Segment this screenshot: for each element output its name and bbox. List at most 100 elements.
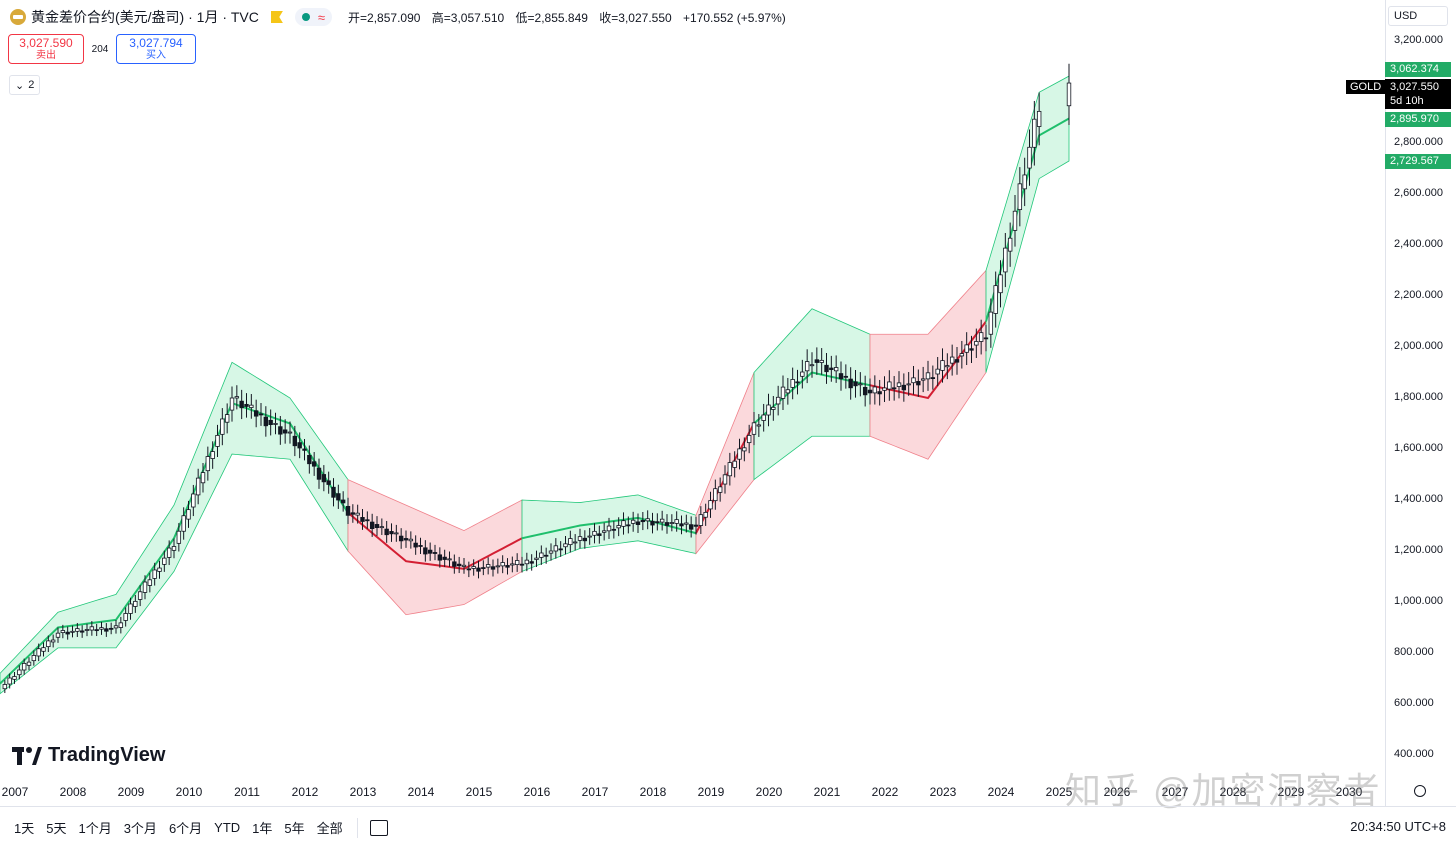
candle <box>742 437 747 462</box>
candle <box>529 554 534 571</box>
sell-button[interactable]: 3,027.590 卖出 <box>8 34 84 64</box>
band-area <box>0 361 349 695</box>
candle <box>833 355 839 383</box>
candle <box>316 458 322 489</box>
candle <box>244 393 249 418</box>
change-value: +170.552 (+5.97%) <box>683 10 786 25</box>
year-tick: 2030 <box>1335 785 1363 799</box>
candle <box>278 416 283 445</box>
buy-button[interactable]: 3,027.794 买入 <box>116 34 196 64</box>
range-6m[interactable]: 6个月 <box>168 821 203 836</box>
candle <box>384 520 389 543</box>
candle <box>94 623 99 637</box>
candle <box>800 359 805 389</box>
candle <box>882 376 887 403</box>
market-status[interactable]: ≈ <box>294 8 333 26</box>
year-tick: 2019 <box>697 785 725 799</box>
range-3m[interactable]: 3个月 <box>123 821 157 836</box>
range-1y[interactable]: 1年 <box>252 821 273 836</box>
price-tick: 2,400.000 <box>1394 238 1443 250</box>
price-tick: 1,400.000 <box>1394 493 1443 505</box>
candle <box>824 353 829 384</box>
range-5y[interactable]: 5年 <box>284 821 305 836</box>
price-tick: 800.000 <box>1394 646 1434 658</box>
flag-icon[interactable] <box>270 11 283 23</box>
year-tick: 2017 <box>581 785 609 799</box>
candle <box>829 355 834 382</box>
candle <box>50 634 56 648</box>
candle <box>128 597 133 620</box>
candle <box>1003 232 1008 288</box>
year-tick: 2026 <box>1103 785 1131 799</box>
candle <box>500 555 505 574</box>
range-5d[interactable]: 5天 <box>46 821 67 836</box>
price-tick: 1,800.000 <box>1394 391 1443 403</box>
year-tick: 2011 <box>234 785 260 799</box>
tradingview-logo[interactable]: TradingView <box>12 744 165 767</box>
candle <box>423 540 428 562</box>
candle <box>867 378 873 405</box>
candle <box>79 625 85 638</box>
price-chart[interactable] <box>0 0 1385 778</box>
gear-icon[interactable] <box>1414 785 1426 797</box>
candle <box>84 623 90 637</box>
candle <box>46 635 51 653</box>
candle <box>31 650 37 666</box>
candle <box>563 536 568 555</box>
candle <box>442 549 447 567</box>
candle <box>940 348 945 383</box>
candle <box>592 523 597 544</box>
candle <box>65 626 70 640</box>
candle <box>906 372 911 396</box>
lower-band-label: 2,729.567 <box>1385 154 1451 169</box>
candle <box>790 367 795 400</box>
range-1d[interactable]: 1天 <box>14 821 35 836</box>
candle <box>558 541 563 557</box>
candle <box>814 347 820 375</box>
candle <box>930 365 936 390</box>
candle <box>1027 129 1032 186</box>
clock[interactable]: 20:34:50 UTC+8 <box>1350 819 1446 834</box>
candle <box>920 366 926 393</box>
range-all[interactable]: 全部 <box>316 821 343 836</box>
candle <box>717 477 723 502</box>
candle <box>466 561 472 578</box>
candle <box>524 552 530 572</box>
buy-price: 3,027.794 <box>129 35 183 50</box>
toolbar-divider <box>356 817 358 838</box>
price-axis[interactable] <box>1385 0 1456 806</box>
candle <box>118 616 124 634</box>
candle <box>993 271 998 328</box>
symbol-title[interactable]: 黄金差价合约(美元/盎司) · 1月 · TVC <box>31 9 259 25</box>
candle <box>998 260 1003 308</box>
market-open-icon <box>301 13 310 21</box>
indicator-toggle[interactable]: ⌄ 2 <box>9 75 41 95</box>
close-label: 收= <box>599 10 619 25</box>
candle <box>287 421 293 444</box>
price-tick: 2,200.000 <box>1394 289 1443 301</box>
candle <box>21 658 27 675</box>
year-tick: 2009 <box>117 785 145 799</box>
candle <box>727 452 733 486</box>
candle <box>974 328 979 358</box>
candle <box>427 542 433 561</box>
calendar-icon[interactable] <box>369 819 388 836</box>
candle <box>659 510 665 531</box>
candle <box>708 491 713 518</box>
time-axis[interactable]: 2007 2008 2009 2010 2011 2012 2013 2014 2015 2016… <box>0 778 1385 806</box>
candle <box>321 465 327 492</box>
candle <box>698 506 704 534</box>
candle <box>481 560 486 576</box>
currency-select[interactable]: USD <box>1388 6 1448 26</box>
symbol-price-tag: GOLD <box>1346 80 1386 94</box>
candle <box>548 543 554 561</box>
low-label: 低= <box>515 10 535 25</box>
candle <box>693 516 699 535</box>
candle <box>239 389 244 420</box>
candle <box>756 413 762 437</box>
candle <box>1017 167 1023 227</box>
range-1m[interactable]: 1个月 <box>78 821 112 836</box>
candle <box>901 373 907 402</box>
range-ytd[interactable]: YTD <box>214 820 241 835</box>
candle <box>988 298 994 348</box>
